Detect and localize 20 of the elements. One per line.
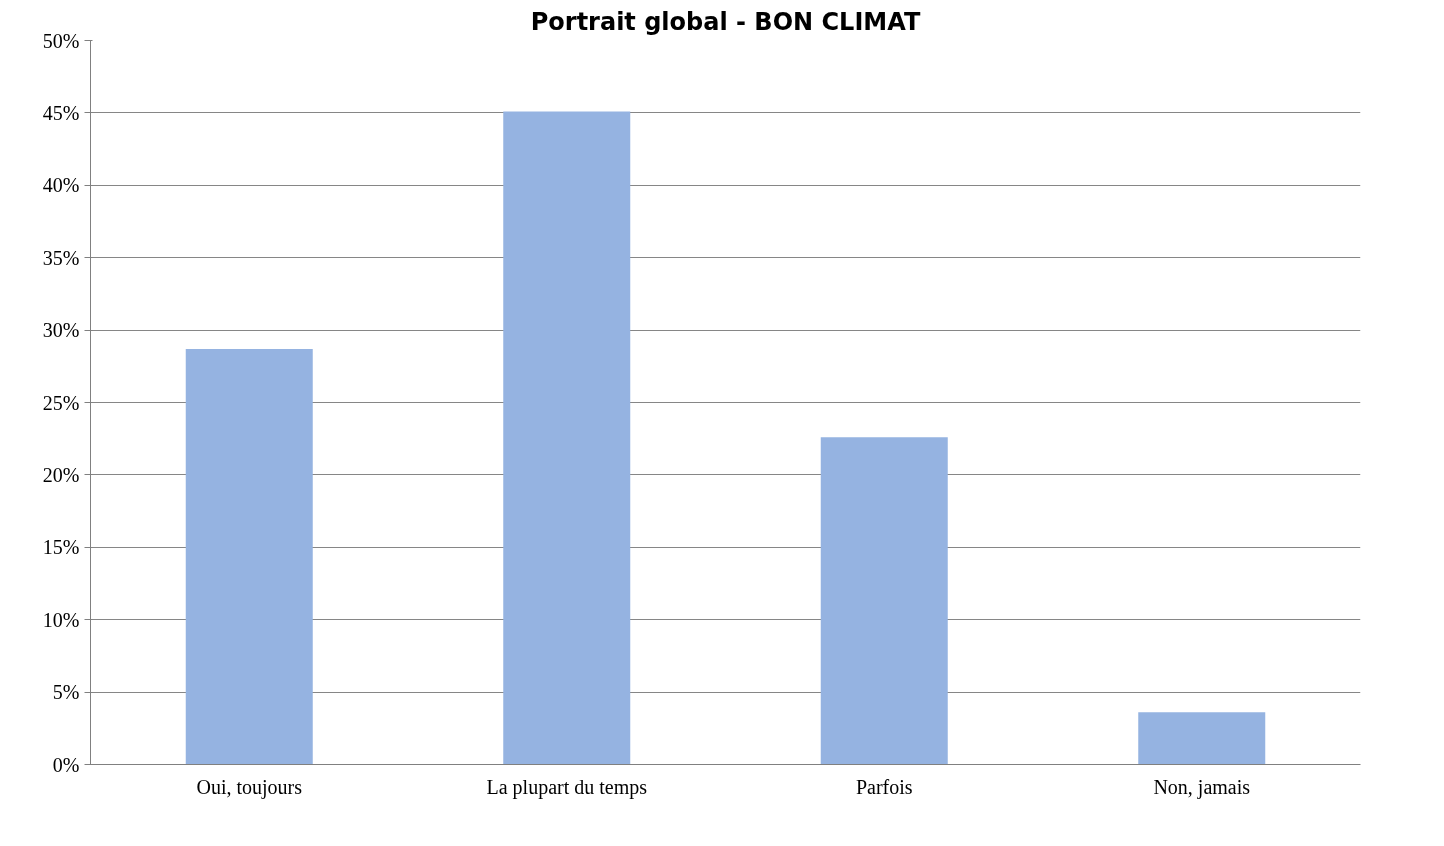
bar [1138,712,1266,765]
y-tick-label: 50% [42,29,80,52]
y-tick-label: 0% [52,753,80,776]
x-tick-label: Non, jamais [1153,775,1251,799]
x-tick-label: Parfois [855,775,913,798]
bar [820,437,948,765]
chart-title: Portrait global - BON CLIMAT [530,7,921,36]
bar [503,111,631,765]
y-tick-label: 5% [52,681,80,704]
y-tick-label: 30% [42,319,80,342]
y-tick-label: 40% [42,174,80,197]
bar [185,348,313,765]
y-tick-label: 35% [42,246,80,269]
x-tick-label: La plupart du temps [486,775,648,799]
y-tick-label: 10% [42,608,80,631]
y-tick-label: 20% [42,463,80,486]
y-tick-label: 25% [42,391,80,414]
y-tick-label: 45% [42,101,80,124]
y-tick-label: 15% [42,536,80,559]
x-tick-label: Oui, toujours [196,775,303,799]
